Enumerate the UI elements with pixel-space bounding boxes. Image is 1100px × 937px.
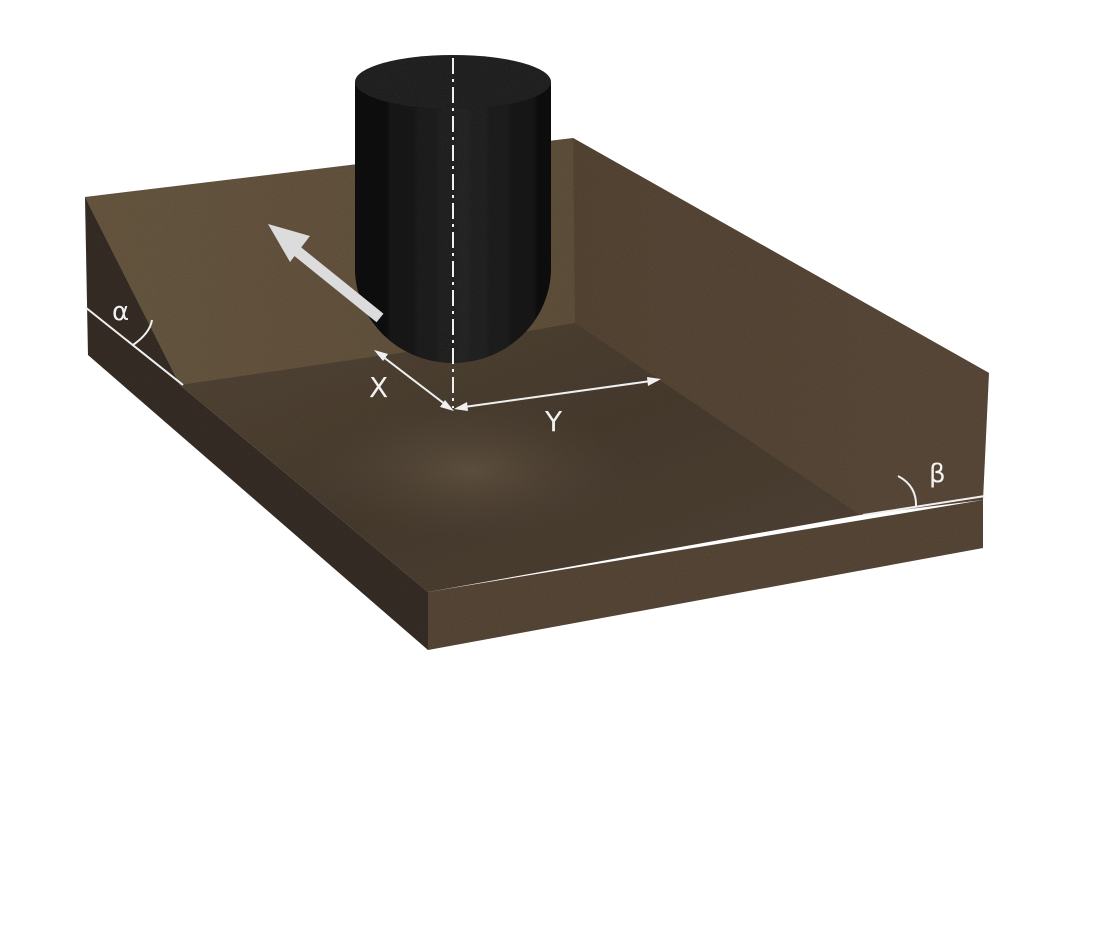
y-label: Y [544,405,563,438]
x-dimension-arrow [374,350,454,411]
front-face [428,500,983,650]
beta-label: β [929,459,946,489]
alpha-angle-marker [84,306,184,386]
left-end-face [85,197,428,650]
feed-direction-arrow-icon [268,224,384,323]
right-slope [573,138,989,515]
alpha-label: α [112,297,129,327]
y-dimension-arrow [454,377,661,411]
beta-angle-marker [862,475,986,516]
floor-bump [310,400,630,540]
x-label: X [369,371,388,404]
